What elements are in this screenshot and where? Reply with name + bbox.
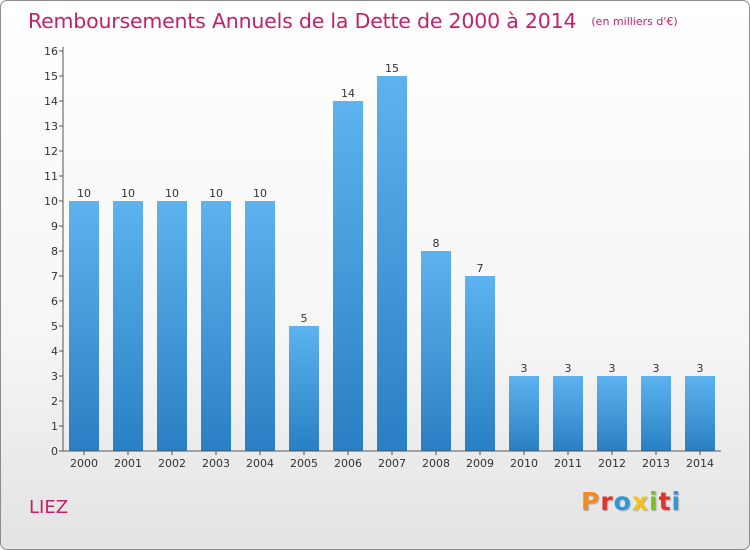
y-tick-label: 3 [51,370,58,383]
y-tick-label: 2 [51,395,58,408]
x-tick-label-2012: 2012 [598,457,626,470]
brand-letter: i [671,487,682,516]
bar-2011 [553,376,583,451]
commune-name: LIEZ [29,497,69,518]
x-tick-label-2013: 2013 [642,457,670,470]
x-axis: 2000 2001 2002 2003 2004 2005 2006 2007 2008 2009… [63,450,721,470]
bar-2009 [465,276,495,451]
x-tick-label-2010: 2010 [510,457,538,470]
data-label-2014: 3 [697,362,704,375]
x-tick-label-2009: 2009 [466,457,494,470]
data-label-2012: 3 [609,362,616,375]
x-tick-label-2006: 2006 [334,457,362,470]
title-row: Remboursements Annuels de la Dette de 20… [28,9,678,33]
y-tick-label: 1 [51,420,58,433]
bar-2008 [421,251,451,451]
data-label-2003: 10 [209,187,223,200]
brand-letter: i [649,487,659,516]
proxiti-logo[interactable]: Proxiti [581,487,681,516]
data-label-2006: 14 [341,87,355,100]
y-tick-label: 11 [44,170,58,183]
chart-title: Remboursements Annuels de la Dette de 20… [28,9,577,33]
y-tick-label: 10 [44,195,58,208]
y-tick-label: 8 [51,245,58,258]
data-label-2010: 3 [521,362,528,375]
y-tick-label: 15 [44,70,58,83]
data-label-2002: 10 [165,187,179,200]
y-tick-label: 9 [51,220,58,233]
bar-2013 [641,376,671,451]
x-tick-label-2007: 2007 [378,457,406,470]
brand-letter: o [613,487,632,516]
data-label-2009: 7 [477,262,484,275]
bars: 10 10 10 10 10 5 14 15 8 7 3 3 3 3 3 [69,62,715,451]
x-tick-label-2004: 2004 [246,457,274,470]
bar-2014 [685,376,715,451]
bar-2002 [157,201,187,451]
y-tick-label: 7 [51,270,58,283]
data-label-2008: 8 [433,237,440,250]
x-tick-label-2011: 2011 [554,457,582,470]
data-label-2007: 15 [385,62,399,75]
bar-2007 [377,76,407,451]
brand-letter: x [631,487,649,516]
y-tick-label: 14 [44,95,58,108]
data-label-2001: 10 [121,187,135,200]
brand-letter: r [600,487,614,516]
y-tick-label: 12 [44,145,58,158]
y-tick-label: 4 [51,345,58,358]
x-tick-label-2000: 2000 [70,457,98,470]
brand-letter: P [581,487,601,516]
y-tick-label: 6 [51,295,58,308]
bar-2000 [69,201,99,451]
data-label-2005: 5 [301,312,308,325]
y-tick-label: 13 [44,120,58,133]
bar-2004 [245,201,275,451]
bar-2006 [333,101,363,451]
data-label-2013: 3 [653,362,660,375]
bar-2003 [201,201,231,451]
x-tick-label-2008: 2008 [422,457,450,470]
x-tick-label-2005: 2005 [290,457,318,470]
bar-2012 [597,376,627,451]
y-tick-label: 0 [51,445,58,458]
y-tick-label: 5 [51,320,58,333]
bar-2010 [509,376,539,451]
data-label-2004: 10 [253,187,267,200]
brand-letter: t [658,487,672,516]
bar-2005 [289,326,319,451]
x-tick-label-2002: 2002 [158,457,186,470]
data-label-2000: 10 [77,187,91,200]
x-tick-label-2003: 2003 [202,457,230,470]
y-tick-label: 16 [44,45,58,58]
x-tick-label-2014: 2014 [686,457,714,470]
x-tick-label-2001: 2001 [114,457,142,470]
data-label-2011: 3 [565,362,572,375]
chart-subtitle: (en milliers d'€) [591,15,678,28]
bar-2001 [113,201,143,451]
